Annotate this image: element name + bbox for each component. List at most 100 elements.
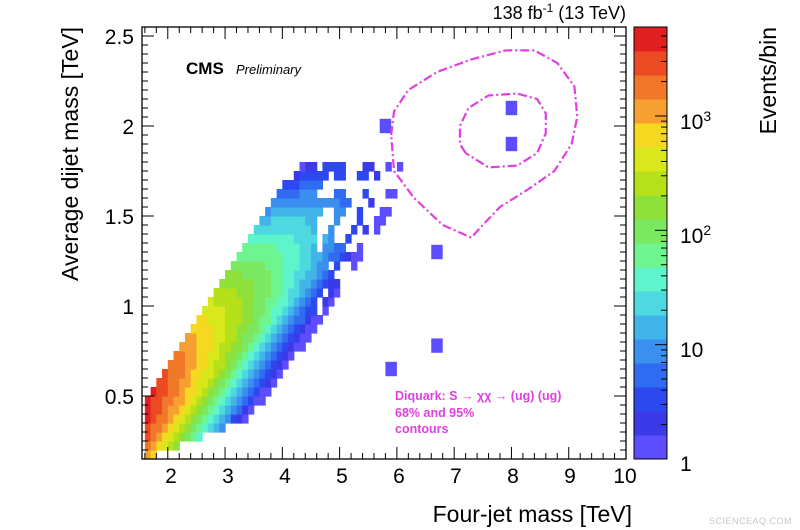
heatmap-cell (271, 333, 277, 343)
heatmap-cell (305, 288, 311, 298)
color-scale-segment (634, 99, 667, 124)
heatmap-cell (208, 360, 214, 370)
heatmap-cell (300, 207, 306, 217)
heatmap-cell (277, 198, 283, 208)
heatmap-cell (305, 324, 311, 334)
heatmap-cell (231, 360, 237, 370)
heatmap-cell (145, 441, 151, 451)
heatmap-cell (351, 261, 357, 271)
heatmap-cell (225, 342, 231, 352)
heatmap-cell (237, 261, 243, 271)
heatmap-cell (254, 288, 260, 298)
heatmap-cell (208, 369, 214, 379)
heatmap-cell (351, 225, 357, 235)
heatmap-cell (237, 360, 243, 370)
heatmap-cell (259, 243, 265, 253)
heatmap-cell (288, 189, 294, 199)
heatmap-cell (340, 162, 346, 172)
heatmap-cell (174, 387, 180, 397)
heatmap-cell (271, 261, 277, 271)
heatmap-cell (265, 315, 271, 325)
heatmap-cell (202, 378, 208, 388)
heatmap-cell (248, 297, 254, 307)
heatmap-cell (265, 234, 271, 244)
heatmap-cell (202, 315, 208, 325)
heatmap-cell (277, 216, 283, 226)
heatmap-cell (202, 351, 208, 361)
contour-95pct (391, 50, 577, 237)
heatmap-cell (191, 333, 197, 343)
heatmap-cell (288, 198, 294, 208)
heatmap-cell (214, 297, 220, 307)
heatmap-cell (254, 324, 260, 334)
heatmap-cell (322, 261, 328, 271)
heatmap-cell (265, 279, 271, 289)
heatmap-cell (191, 387, 197, 397)
color-scale-segment (634, 51, 667, 76)
heatmap-cell (288, 324, 294, 334)
heatmap-cell (196, 342, 202, 352)
heatmap-cell (294, 207, 300, 217)
heatmap-cell (254, 351, 260, 361)
heatmap-cell (271, 234, 277, 244)
heatmap-cell (277, 279, 283, 289)
heatmap-cell (242, 342, 248, 352)
legend-line-2: 68% and 95% (395, 406, 474, 420)
heatmap-cell (277, 225, 283, 235)
heatmap-cell (277, 189, 283, 199)
heatmap-cell (254, 297, 260, 307)
heatmap-cell (196, 369, 202, 379)
heatmap-cell (277, 207, 283, 217)
heatmap-cell (271, 369, 277, 379)
heatmap-cell (208, 297, 214, 307)
heatmap-cell (248, 333, 254, 343)
heatmap-cell (357, 207, 363, 217)
heatmap-cell (334, 279, 340, 289)
heatmap-cell (242, 333, 248, 343)
heatmap-cell (282, 252, 288, 262)
heatmap-cell (334, 243, 340, 253)
heatmap-cell (254, 279, 260, 289)
heatmap-cell (300, 198, 306, 208)
heatmap-cell (254, 396, 260, 406)
heatmap-cell (196, 405, 202, 415)
heatmap-cell (300, 180, 306, 190)
heatmap-cell (265, 369, 271, 379)
heatmap-cell (179, 360, 185, 370)
heatmap-cell (196, 414, 202, 424)
heatmap-cell (208, 315, 214, 325)
heatmap-cell (277, 333, 283, 343)
heatmap-cell (334, 198, 340, 208)
heatmap-cell (311, 243, 317, 253)
heatmap-cell (174, 360, 180, 370)
heatmap-cell (265, 351, 271, 361)
heatmap-cell (328, 288, 334, 298)
heatmap-cell (317, 288, 323, 298)
heatmap-cell (185, 378, 191, 388)
heatmap-cell (208, 351, 214, 361)
heatmap-cell (322, 297, 328, 307)
heatmap-cell (214, 369, 220, 379)
x-axis-title: Four-jet mass [TeV] (433, 501, 632, 527)
heatmap-cell (162, 414, 168, 424)
heatmap-cell (328, 243, 334, 253)
heatmap-cell (237, 288, 243, 298)
heatmap-cell (282, 189, 288, 199)
heatmap-cell (214, 315, 220, 325)
heatmap-cell (265, 216, 271, 226)
heatmap-cell (145, 450, 151, 460)
heatmap-cell (202, 414, 208, 424)
heatmap-cell (174, 423, 180, 433)
heatmap-cell (259, 378, 265, 388)
heatmap-cell (334, 171, 340, 181)
heatmap-cell (271, 342, 277, 352)
heatmap-cell (265, 387, 271, 397)
heatmap-cell (242, 306, 248, 316)
heatmap-cell (231, 351, 237, 361)
heatmap-cell (231, 369, 237, 379)
heatmap-cell (208, 423, 214, 433)
heatmap-cell (277, 243, 283, 253)
heatmap-cell (300, 162, 306, 172)
heatmap-cell (196, 360, 202, 370)
heatmap-cell (311, 324, 317, 334)
